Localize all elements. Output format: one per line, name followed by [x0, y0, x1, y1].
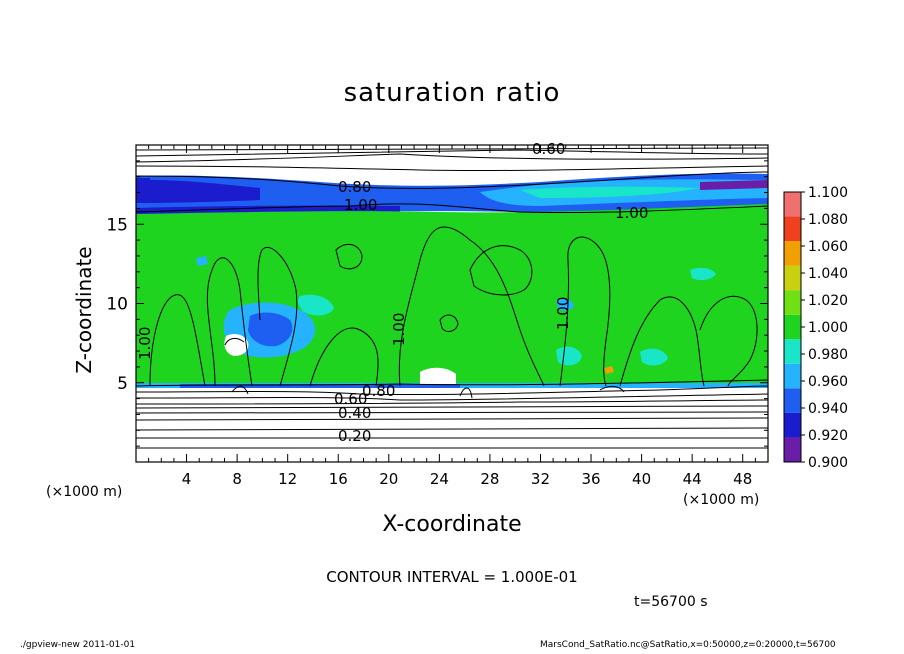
- heatmap-field: [136, 173, 768, 388]
- chart-title: saturation ratio: [343, 78, 561, 108]
- footer-program-info: ./gpview-new 2011-01-01: [20, 640, 136, 650]
- x-unit-label-right: (×1000 m): [683, 492, 760, 508]
- colorbar-label: 1.040: [808, 266, 848, 282]
- contour-label-0.80-bottom: 0.80: [362, 382, 395, 400]
- colorbar-swatch: [784, 363, 801, 389]
- contour-label-1.00-right: 1.00: [615, 204, 648, 222]
- x-axis-label: X-coordinate: [382, 512, 522, 537]
- colorbar: 0.900 0.920 0.940 0.960 0.980 1.000 1.020 1.040…: [783, 185, 848, 471]
- colorbar-label: 1.100: [808, 185, 848, 201]
- contour-label-0.20: 0.20: [338, 427, 371, 445]
- colorbar-label: 0.920: [808, 428, 848, 444]
- footer-data-source: MarsCond_SatRatio.nc@SatRatio,x=0:50000,…: [540, 640, 836, 650]
- colorbar-label: 1.080: [808, 212, 848, 228]
- contour-label-1.00-left: 1.00: [136, 327, 154, 360]
- colorbar-swatch: [784, 388, 801, 413]
- x-tick-label: 48: [733, 470, 752, 488]
- x-tick-label: 40: [632, 470, 651, 488]
- x-tick-label: 24: [430, 470, 449, 488]
- x-tick-label: 16: [329, 470, 348, 488]
- contour-label-1.00-mid-right: 1.00: [554, 297, 572, 330]
- colorbar-label: 0.960: [808, 374, 848, 390]
- contour-label-1.00-center: 1.00: [390, 313, 408, 346]
- x-tick-label: 20: [379, 470, 398, 488]
- contour-label-1.00-top: 1.00: [344, 196, 377, 214]
- colorbar-swatch: [784, 290, 801, 315]
- y-axis-ticks: 5 10 15: [106, 160, 768, 447]
- colorbar-swatch: [784, 314, 801, 340]
- colorbar-label: 0.980: [808, 347, 848, 363]
- colorbar-swatch: [784, 412, 801, 438]
- time-label: t=56700 s: [634, 594, 708, 610]
- colorbar-swatch: [784, 192, 801, 217]
- colorbar-swatch: [784, 437, 801, 462]
- colorbar-swatch: [784, 265, 801, 291]
- colorbar-label: 0.900: [808, 455, 848, 471]
- x-tick-label: 32: [531, 470, 550, 488]
- x-tick-label: 44: [683, 470, 702, 488]
- contour-label-0.60-bottom: 0.60: [334, 390, 367, 408]
- x-tick-label: 28: [480, 470, 499, 488]
- contour-label-0.80-top: 0.80: [338, 178, 371, 196]
- y-tick-label: 15: [106, 215, 128, 235]
- colorbar-swatch: [784, 339, 801, 364]
- x-tick-label: 8: [232, 470, 242, 488]
- colorbar-label: 0.940: [808, 401, 848, 417]
- x-axis-ticks: 4 8 12 16 20 24 28 32 36 40 44 48: [148, 145, 756, 488]
- x-tick-label: 12: [278, 470, 297, 488]
- colorbar-label: 1.060: [808, 239, 848, 255]
- y-tick-label: 5: [117, 374, 128, 394]
- x-tick-label: 36: [581, 470, 600, 488]
- y-tick-label: 10: [106, 295, 128, 315]
- colorbar-label: 1.020: [808, 293, 848, 309]
- colorbar-label: 1.000: [808, 320, 848, 336]
- x-tick-label: 4: [182, 470, 192, 488]
- contour-label-0.40: 0.40: [338, 404, 371, 422]
- contour-interval-label: CONTOUR INTERVAL = 1.000E-01: [326, 568, 578, 586]
- colorbar-swatch: [784, 216, 801, 242]
- x-unit-label-left: (×1000 m): [46, 484, 123, 500]
- colorbar-swatch: [784, 241, 801, 266]
- contour-label-0.60-top: 0.60: [532, 140, 565, 158]
